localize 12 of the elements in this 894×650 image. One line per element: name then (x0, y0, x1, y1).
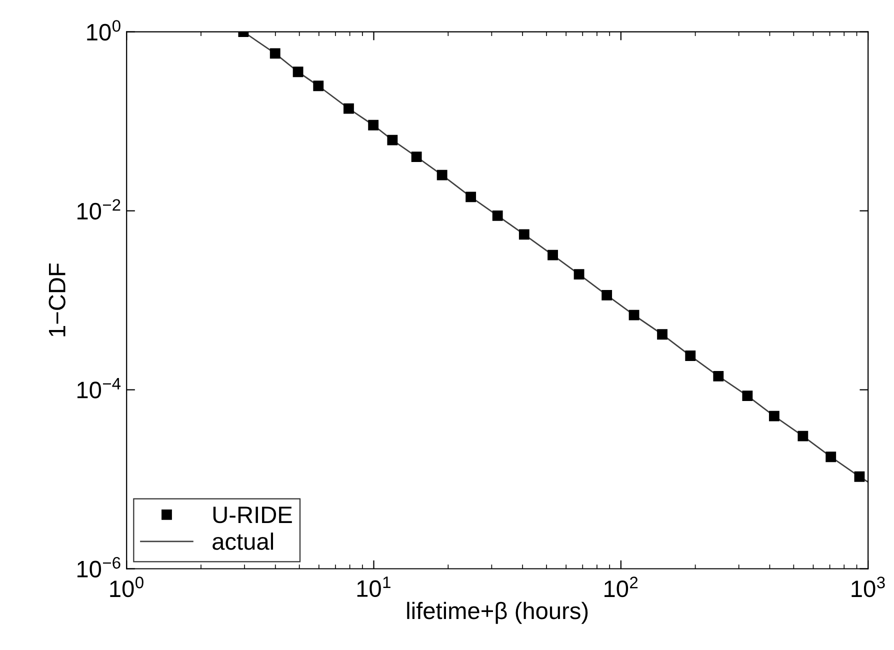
y-tick-label: 10$^{−2}$ (77, 199, 120, 220)
x-tick-label: 10$^{1}$ (357, 576, 390, 597)
y-tick-label: 10$^{−6}$ (77, 557, 120, 578)
x-axis-title: lifetime+β (hours) (407, 602, 588, 624)
y-tick-label: 10$^{0}$ (87, 20, 120, 41)
x-tick-label: 10$^{0}$ (110, 576, 144, 598)
x-tick-label: 10$^{2}$ (604, 576, 638, 598)
legend-label: actual (212, 532, 274, 550)
y-axis-title: 1−CDF (48, 264, 66, 336)
legend-label: U-RIDE (213, 506, 292, 524)
x-tick-label: 10$^{3}$ (852, 576, 885, 598)
y-tick-label: 10$^{−4}$ (77, 378, 121, 398)
